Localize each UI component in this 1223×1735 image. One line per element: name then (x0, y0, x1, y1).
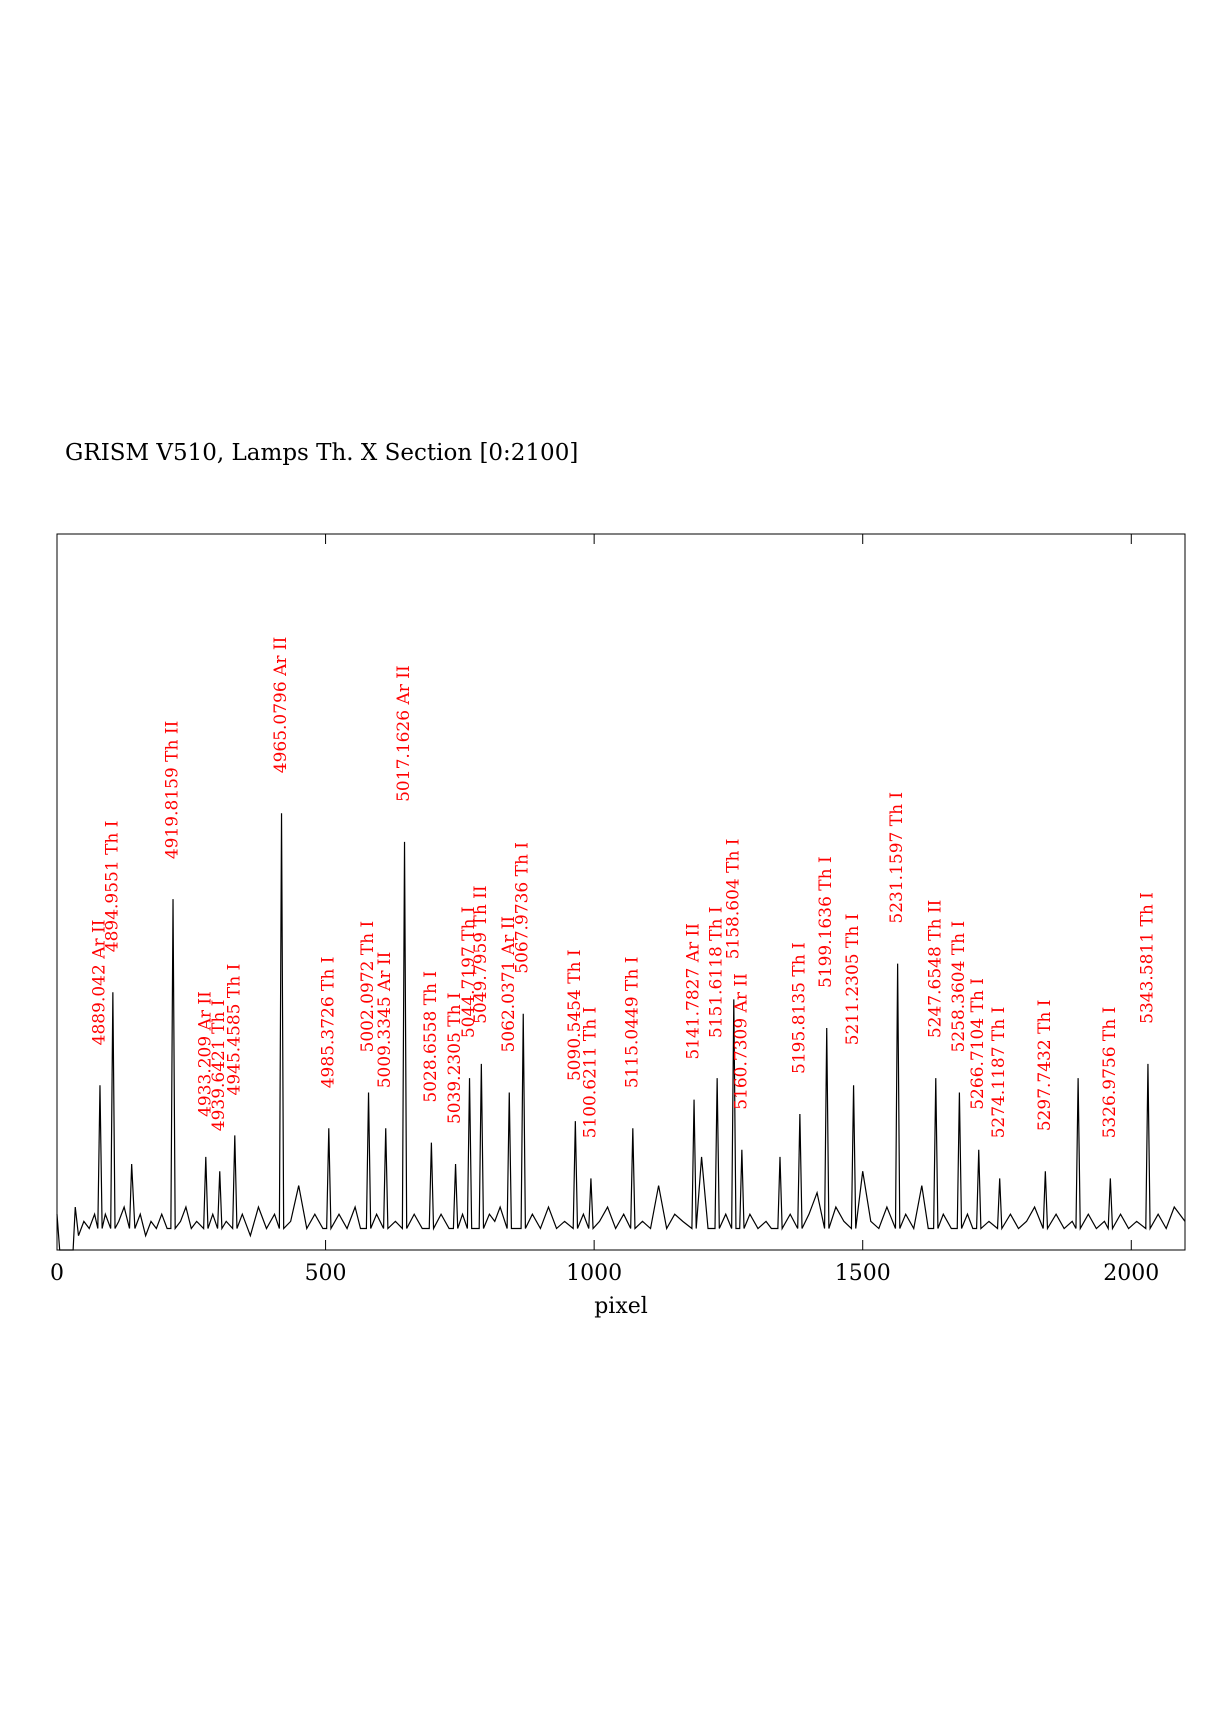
x-tick-label: 0 (50, 1261, 64, 1286)
line-label: 5274.1187 Th I (989, 1007, 1009, 1139)
line-label: 5017.1626 Ar II (394, 665, 414, 802)
line-label: 5090.5454 Th I (565, 949, 585, 1081)
x-tick-label: 500 (305, 1261, 347, 1286)
x-tick-label: 1000 (566, 1261, 622, 1286)
line-label: 5009.3345 Ar II (375, 952, 395, 1089)
line-label: 4919.8159 Th II (163, 721, 183, 859)
line-label: 4985.3726 Th I (318, 957, 338, 1089)
line-label: 5100.6211 Th I (580, 1007, 600, 1139)
line-label: 5195.8135 Th I (789, 942, 809, 1074)
line-label: 5158.604 Th I (723, 838, 743, 959)
line-label: 5028.6558 Th I (421, 971, 441, 1103)
line-label: 5211.2305 Th I (843, 914, 863, 1046)
spectrum-line (56, 813, 1186, 1251)
line-label: 5297.7432 Th I (1035, 999, 1055, 1131)
line-label: 5062.0371 Ar II (499, 916, 519, 1053)
line-label: 5199.1636 Th I (816, 856, 836, 988)
line-label: 4933.209 Ar II (195, 991, 215, 1117)
line-label: 5002.0972 Th I (358, 921, 378, 1053)
line-label: 5326.9756 Th I (1100, 1007, 1120, 1139)
line-label: 5231.1597 Th I (887, 792, 907, 924)
line-label: 4889.042 Ar II (89, 920, 109, 1046)
x-axis-label: pixel (594, 1294, 648, 1319)
line-label: 5039.2305 Th I (445, 992, 465, 1124)
line-label: 5044.7197 Th I (459, 906, 479, 1038)
line-label: 5067.9736 Th I (513, 842, 533, 974)
chart-title: GRISM V510, Lamps Th. X Section [0:2100] (65, 440, 578, 466)
line-label: 5343.5811 Th I (1137, 892, 1157, 1024)
plot-frame (56, 533, 1186, 1251)
line-label: 4939.6421 Th I (209, 999, 229, 1131)
line-label: 5258.3604 Th I (949, 921, 969, 1053)
line-label: 5141.7827 Ar II (684, 923, 704, 1060)
line-label: 4965.0796 Ar II (271, 637, 291, 774)
line-label: 5247.6548 Th II (925, 900, 945, 1038)
x-tick-label: 2000 (1103, 1261, 1159, 1286)
line-label: 5160.7309 Ar II (731, 973, 751, 1110)
line-label: 5115.0449 Th I (622, 957, 642, 1089)
line-label: 4945.4585 Th I (224, 964, 244, 1096)
x-tick-label: 1500 (835, 1261, 891, 1286)
line-label: 5266.7104 Th I (968, 978, 988, 1110)
line-label: 5151.6118 Th I (707, 906, 727, 1038)
line-label: 5049.7959 Th II (471, 885, 491, 1023)
line-label: 4894.9551 Th I (102, 820, 122, 952)
